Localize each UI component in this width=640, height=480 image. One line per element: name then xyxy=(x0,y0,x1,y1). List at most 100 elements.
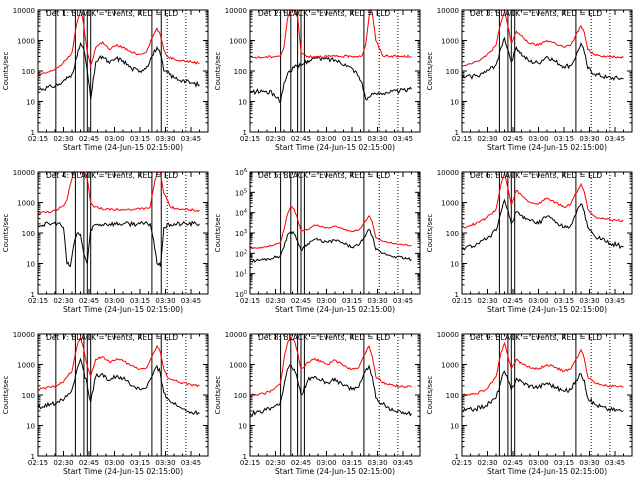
y-tick-label: 100 xyxy=(235,290,247,299)
panel-title: Det 7: BLACK = Events, RED = LLD xyxy=(46,333,178,342)
x-tick-label: 02:45 xyxy=(79,459,99,467)
y-tick-label: 1000 xyxy=(17,200,35,208)
y-tick-label: 100 xyxy=(234,68,247,76)
y-tick-label: 1 xyxy=(243,453,247,461)
y-tick-label: 10000 xyxy=(13,7,35,15)
x-tick-label: 03:15 xyxy=(342,297,362,305)
x-axis-label: Start Time (24-Jun-15 02:15:00) xyxy=(487,467,607,476)
y-tick-label: 104 xyxy=(235,209,247,218)
y-tick-label: 10000 xyxy=(437,169,459,177)
x-tick-label: 03:15 xyxy=(554,135,574,143)
x-tick-label: 03:30 xyxy=(155,135,175,143)
y-tick-label: 1000 xyxy=(441,362,459,370)
lld-series-line xyxy=(37,9,200,77)
x-tick-label: 03:45 xyxy=(181,135,201,143)
y-tick-label: 101 xyxy=(235,270,247,279)
x-tick-label: 03:00 xyxy=(104,459,124,467)
y-axis-label: Counts/sec xyxy=(426,376,434,415)
plot-frame xyxy=(37,9,209,133)
y-tick-label: 100 xyxy=(234,392,247,400)
y-tick-label: 1 xyxy=(31,291,35,299)
events-series-line xyxy=(37,220,200,268)
y-tick-label: 10 xyxy=(26,99,35,107)
y-tick-label: 1000 xyxy=(17,38,35,46)
plot-frame xyxy=(461,333,633,457)
y-tick-label: 10 xyxy=(450,423,459,431)
x-tick-label: 02:15 xyxy=(240,297,260,305)
panel-title: Det 3: BLACK = Events, RED = LLD xyxy=(470,9,602,18)
events-series-line xyxy=(249,228,412,263)
x-tick-label: 03:15 xyxy=(130,459,150,467)
x-tick-label: 03:15 xyxy=(342,459,362,467)
y-axis-label: Counts/sec xyxy=(214,52,222,91)
x-tick-label: 02:15 xyxy=(28,459,48,467)
y-tick-label: 1 xyxy=(455,291,459,299)
x-tick-label: 03:45 xyxy=(181,459,201,467)
lld-series-line xyxy=(249,8,412,59)
x-tick-label: 03:15 xyxy=(554,297,574,305)
lld-series-line xyxy=(249,205,412,250)
y-tick-label: 100 xyxy=(446,68,459,76)
x-tick-label: 02:15 xyxy=(240,459,260,467)
y-tick-label: 1000 xyxy=(229,38,247,46)
x-tick-label: 03:45 xyxy=(605,459,625,467)
x-tick-label: 03:00 xyxy=(316,297,336,305)
plot-frame xyxy=(249,333,421,457)
panel-det-2: 1 10 100 1000 10000 02:15 02:30 02:45 03:00 03:15… xyxy=(214,7,421,152)
panel-title: Det 8: BLACK = Events, RED = LLD xyxy=(258,333,390,342)
panel-det-7: 1 10 100 1000 10000 02:15 02:30 02:45 03:00 03:15… xyxy=(2,331,209,476)
y-axis-label: Counts/sec xyxy=(2,52,10,91)
lld-series-line xyxy=(461,171,624,229)
x-tick-label: 02:45 xyxy=(503,459,523,467)
x-tick-label: 03:45 xyxy=(393,459,413,467)
lld-series-line xyxy=(461,341,624,397)
panel-det-8: 1 10 100 1000 10000 02:15 02:30 02:45 03:00 03:15… xyxy=(214,331,421,476)
y-axis-label: Counts/sec xyxy=(214,376,222,415)
events-series-line xyxy=(37,357,200,416)
y-tick-label: 1000 xyxy=(229,362,247,370)
x-tick-label: 03:00 xyxy=(528,135,548,143)
y-tick-label: 100 xyxy=(22,230,35,238)
y-axis-label: Counts/sec xyxy=(2,214,10,253)
x-tick-label: 02:15 xyxy=(240,135,260,143)
plot-frame xyxy=(249,9,421,133)
x-tick-label: 03:45 xyxy=(393,135,413,143)
y-tick-label: 10000 xyxy=(13,331,35,339)
y-tick-label: 1 xyxy=(243,129,247,137)
y-tick-label: 10 xyxy=(26,423,35,431)
y-tick-label: 1 xyxy=(455,453,459,461)
y-tick-label: 105 xyxy=(235,188,247,197)
y-axis-label: Counts/sec xyxy=(2,376,10,415)
x-tick-label: 03:30 xyxy=(155,459,175,467)
panel-det-6: 1 10 100 1000 10000 02:15 02:30 02:45 03:00 03:15… xyxy=(426,169,633,314)
x-tick-label: 02:15 xyxy=(28,135,48,143)
x-tick-label: 02:15 xyxy=(452,297,472,305)
y-tick-label: 10 xyxy=(26,261,35,269)
x-tick-label: 03:00 xyxy=(528,297,548,305)
y-axis-label: Counts/sec xyxy=(426,52,434,91)
x-tick-label: 02:15 xyxy=(452,135,472,143)
plot-frame xyxy=(37,333,209,457)
lld-series-line xyxy=(38,171,200,215)
x-tick-label: 03:15 xyxy=(130,297,150,305)
events-series-line xyxy=(461,198,624,251)
x-tick-label: 02:45 xyxy=(79,297,99,305)
plot-frame xyxy=(461,171,633,295)
x-tick-label: 02:45 xyxy=(291,459,311,467)
x-tick-label: 02:30 xyxy=(53,135,73,143)
x-tick-label: 03:45 xyxy=(605,135,625,143)
plot-frame xyxy=(461,9,633,133)
x-tick-label: 02:30 xyxy=(477,135,497,143)
y-tick-label: 1 xyxy=(455,129,459,137)
x-tick-label: 02:30 xyxy=(265,135,285,143)
x-tick-label: 02:30 xyxy=(477,459,497,467)
plot-frame xyxy=(249,171,421,295)
panel-title: Det 2: BLACK = Events, RED = LLD xyxy=(258,9,390,18)
x-tick-label: 03:15 xyxy=(342,135,362,143)
y-tick-label: 1 xyxy=(31,129,35,137)
y-tick-label: 10 xyxy=(450,99,459,107)
x-tick-label: 03:30 xyxy=(155,297,175,305)
x-tick-label: 03:30 xyxy=(367,135,387,143)
panel-title: Det 6: BLACK = Events, RED = LLD xyxy=(470,171,602,180)
y-tick-label: 10 xyxy=(238,423,247,431)
